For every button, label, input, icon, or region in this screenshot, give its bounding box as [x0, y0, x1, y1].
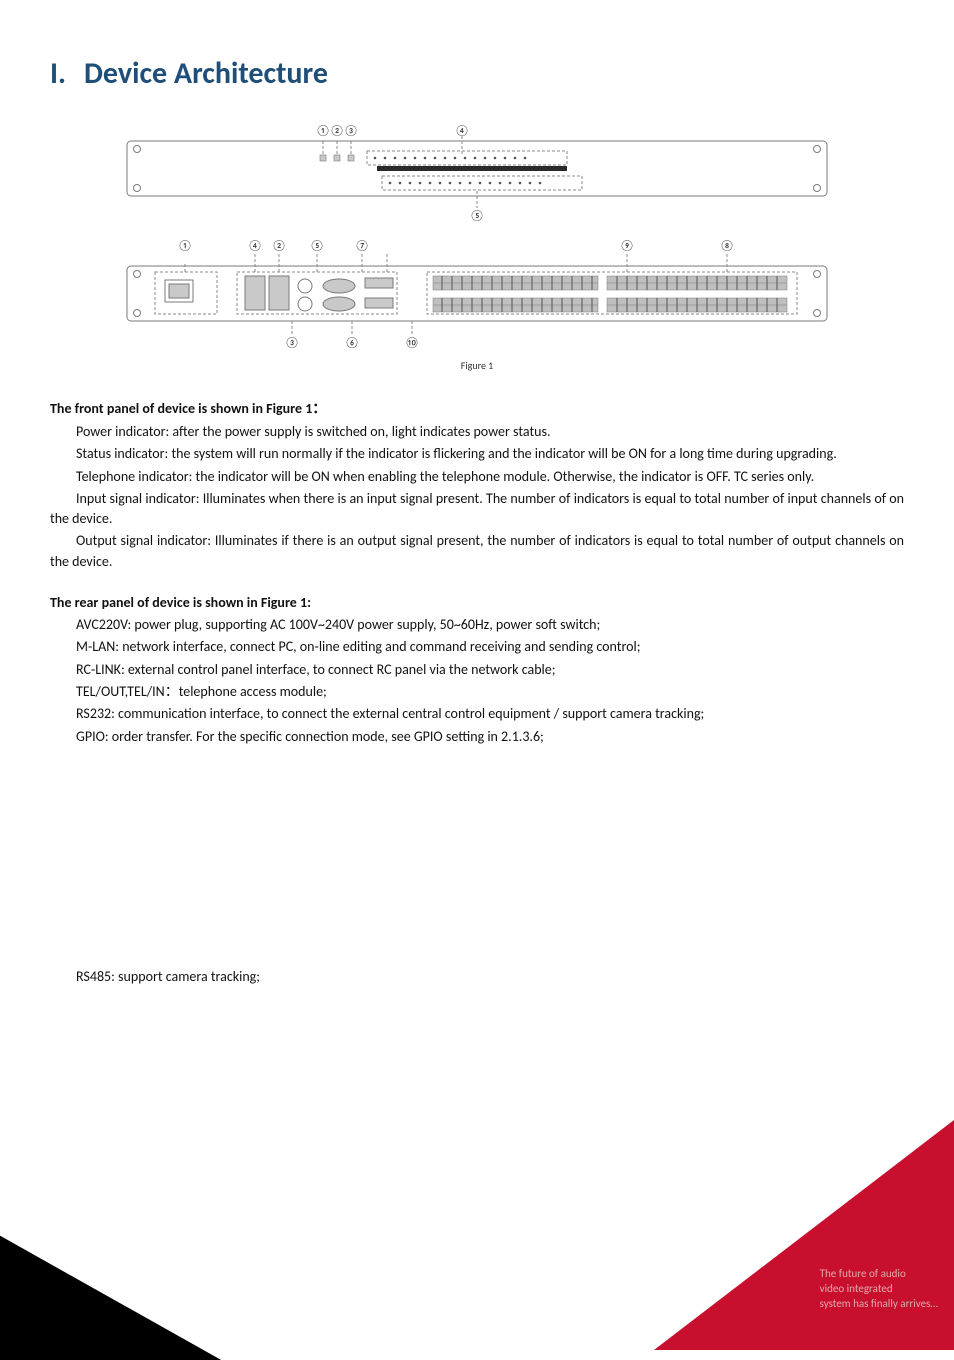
heading-number: I.	[50, 55, 66, 92]
figure-caption: Figure 1	[50, 359, 904, 372]
device-diagram: ① ② ③ ④ ⑤	[117, 116, 837, 351]
svg-text:⑧: ⑧	[720, 239, 735, 252]
heading-title: Device Architecture	[84, 55, 328, 92]
tagline-line: video integrated	[820, 1282, 893, 1295]
rear-item: GPIO: order transfer. For the specific c…	[50, 727, 904, 747]
footer-black-triangle	[0, 1235, 239, 1360]
rear-panel-title: The rear panel of device is shown in Fig…	[50, 594, 904, 611]
footer-red-triangle	[654, 1120, 954, 1350]
svg-text:⑩: ⑩	[405, 336, 420, 349]
page-heading: I. Device Architecture	[50, 55, 904, 92]
rear-item: TEL/OUT,TEL/IN：telephone access module;	[50, 682, 904, 702]
footer-tagline: The future of audio video integrated sys…	[812, 1267, 938, 1312]
svg-text:②: ②	[330, 124, 345, 137]
svg-text:④: ④	[455, 124, 470, 137]
svg-text:⑤: ⑤	[470, 209, 485, 222]
svg-text:③: ③	[344, 124, 359, 137]
front-item: Status indicator: the system will run no…	[50, 444, 904, 464]
rear-trailing-item: RS485: support camera tracking;	[50, 967, 904, 987]
rear-item: M-LAN: network interface, connect PC, on…	[50, 637, 904, 657]
svg-text:①: ①	[178, 239, 193, 252]
rear-panel-section: The rear panel of device is shown in Fig…	[50, 594, 904, 747]
svg-text:⑥: ⑥	[345, 336, 360, 349]
svg-text:③: ③	[285, 336, 300, 349]
front-item: Power indicator: after the power supply …	[50, 422, 904, 442]
figure-1: ① ② ③ ④ ⑤	[50, 116, 904, 351]
rear-item: AVC220V: power plug, supporting AC 100V~…	[50, 615, 904, 635]
svg-text:④: ④	[248, 239, 263, 252]
tagline-line: The future of audio	[820, 1267, 906, 1280]
front-panel-title: The front panel of device is shown in Fi…	[50, 398, 904, 418]
front-item: Telephone indicator: the indicator will …	[50, 467, 904, 487]
front-item: Output signal indicator: Illuminates if …	[50, 531, 904, 572]
front-item: Input signal indicator: Illuminates when…	[50, 489, 904, 530]
rear-item: RC-LINK: external control panel interfac…	[50, 660, 904, 680]
svg-text:①: ①	[316, 124, 331, 137]
tagline-line: system has finally arrives…	[820, 1297, 938, 1310]
svg-text:⑦: ⑦	[355, 239, 370, 252]
svg-text:⑨: ⑨	[620, 239, 635, 252]
rear-item: RS232: communication interface, to conne…	[50, 704, 904, 724]
front-panel-section: The front panel of device is shown in Fi…	[50, 398, 904, 572]
svg-text:②: ②	[272, 239, 287, 252]
svg-text:⑤: ⑤	[310, 239, 325, 252]
